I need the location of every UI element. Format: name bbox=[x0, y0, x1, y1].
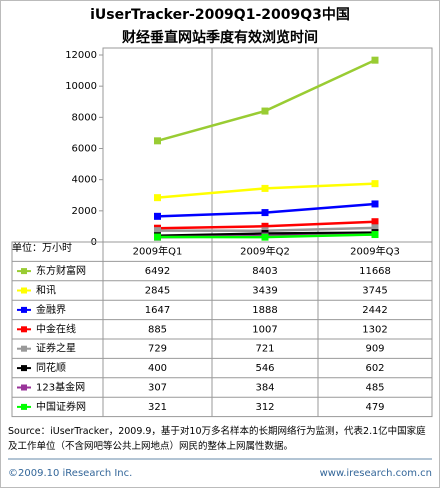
table-value: 3439 bbox=[252, 286, 277, 297]
legend-label: 中国证券网 bbox=[36, 400, 86, 413]
table-value: 546 bbox=[255, 363, 274, 374]
table-value: 6492 bbox=[145, 266, 170, 277]
chart-subtitle: 财经垂直网站季度有效浏览时间 bbox=[121, 29, 318, 46]
table-value: 400 bbox=[148, 363, 167, 374]
legend-label: 和讯 bbox=[36, 285, 56, 297]
table-value: 479 bbox=[365, 402, 384, 413]
table-value: 602 bbox=[365, 363, 384, 374]
legend-label: 证券之星 bbox=[36, 342, 76, 355]
line-marker bbox=[154, 233, 161, 241]
table-value: 2845 bbox=[145, 286, 170, 297]
legend-marker bbox=[21, 365, 27, 372]
line-marker bbox=[154, 212, 161, 220]
line-marker bbox=[154, 137, 161, 145]
table-value: 1647 bbox=[145, 305, 170, 316]
legend-marker bbox=[21, 268, 27, 275]
table-value: 321 bbox=[148, 402, 167, 413]
table-value: 2442 bbox=[362, 305, 387, 316]
unit-label: 单位：万小时 bbox=[12, 241, 72, 254]
table-value: 384 bbox=[255, 383, 274, 394]
table-value: 11668 bbox=[359, 266, 391, 277]
table-value: 909 bbox=[365, 344, 384, 355]
footer-left: ©2009.10 iResearch Inc. bbox=[8, 468, 132, 479]
y-tick-label: 8000 bbox=[72, 112, 97, 123]
line-marker bbox=[371, 231, 379, 239]
legend-marker bbox=[21, 345, 27, 352]
legend-label: 123基金网 bbox=[36, 381, 85, 394]
y-tick-label: 0 bbox=[91, 237, 97, 248]
y-tick-label: 6000 bbox=[72, 144, 97, 155]
table-value: 1302 bbox=[362, 324, 387, 335]
line-marker bbox=[371, 200, 379, 208]
table-value: 8403 bbox=[252, 266, 277, 277]
legend-marker bbox=[21, 403, 27, 410]
line-marker bbox=[371, 218, 379, 226]
line-marker bbox=[371, 56, 379, 64]
y-tick-label: 12000 bbox=[65, 50, 97, 61]
table-value: 885 bbox=[148, 324, 167, 335]
line-marker bbox=[261, 184, 269, 192]
table-value: 307 bbox=[148, 383, 167, 394]
line-marker bbox=[261, 209, 269, 217]
line-marker bbox=[261, 222, 269, 230]
table-value: 1007 bbox=[252, 324, 277, 335]
legend-marker bbox=[21, 306, 27, 313]
legend-label: 同花顺 bbox=[36, 361, 66, 374]
x-tick-label: 2009年Q1 bbox=[133, 245, 183, 258]
legend-marker bbox=[21, 326, 27, 333]
table-value: 1888 bbox=[252, 305, 277, 316]
table-value: 729 bbox=[148, 344, 167, 355]
line-marker bbox=[371, 224, 379, 232]
legend-label: 东方财富网 bbox=[36, 264, 86, 277]
table-value: 3745 bbox=[362, 286, 387, 297]
legend-marker bbox=[21, 287, 27, 294]
legend-marker bbox=[21, 384, 27, 391]
legend-label: 金融界 bbox=[36, 303, 66, 316]
source-note: Source：iUserTracker，2009.9，基于对10万多名样本的长期… bbox=[8, 426, 426, 452]
legend-label: 中金在线 bbox=[36, 322, 76, 335]
y-tick-label: 10000 bbox=[65, 81, 97, 92]
y-tick-label: 4000 bbox=[72, 175, 97, 186]
chart-title: iUserTracker-2009Q1-2009Q3中国 bbox=[90, 6, 350, 23]
y-tick-label: 2000 bbox=[72, 206, 97, 217]
line-marker bbox=[154, 194, 161, 202]
line-marker bbox=[261, 233, 269, 241]
x-tick-label: 2009年Q2 bbox=[240, 245, 290, 258]
table-value: 312 bbox=[255, 402, 274, 413]
x-tick-label: 2009年Q3 bbox=[350, 245, 400, 258]
footer-right: www.iresearch.com.cn bbox=[320, 468, 432, 479]
table-value: 485 bbox=[365, 383, 384, 394]
line-marker bbox=[154, 227, 161, 235]
line-marker bbox=[261, 107, 269, 115]
table-value: 721 bbox=[255, 344, 274, 355]
line-marker bbox=[371, 180, 379, 188]
